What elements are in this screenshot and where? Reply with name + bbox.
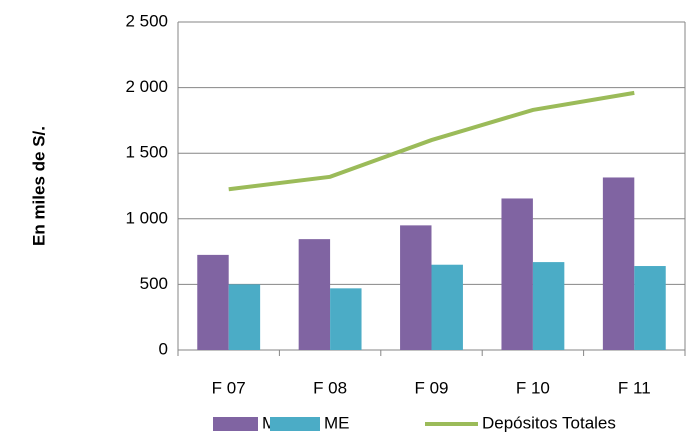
y-axis-title: En miles de S/. bbox=[29, 126, 48, 246]
x-tick-label: F 08 bbox=[313, 378, 347, 397]
y-tick-label: 1 000 bbox=[125, 208, 168, 227]
y-tick-label: 0 bbox=[159, 339, 168, 358]
bar bbox=[431, 264, 463, 350]
bar bbox=[330, 288, 362, 350]
x-tick-label: F 11 bbox=[618, 378, 651, 397]
y-tick-label: 1 500 bbox=[125, 143, 168, 162]
line bbox=[228, 90, 635, 192]
bar bbox=[400, 225, 432, 350]
legend-swatch bbox=[270, 417, 320, 431]
bar bbox=[532, 262, 565, 350]
legend-swatch bbox=[213, 417, 258, 431]
y-tick-label: 500 bbox=[140, 274, 168, 293]
bar bbox=[634, 266, 666, 350]
x-tick-label: F 07 bbox=[212, 378, 246, 397]
bar bbox=[298, 239, 331, 350]
bar bbox=[197, 254, 229, 350]
legend-label: Depósitos Totales bbox=[482, 413, 616, 432]
y-tick-label: 2 500 bbox=[125, 11, 168, 30]
legend-label: ME bbox=[324, 413, 350, 432]
y-tick-label: 2 000 bbox=[125, 77, 168, 96]
bar bbox=[602, 177, 635, 350]
x-tick-label: F 09 bbox=[414, 378, 448, 397]
x-tick-label: F 10 bbox=[516, 378, 550, 397]
bar bbox=[501, 198, 533, 350]
bar bbox=[228, 284, 261, 350]
